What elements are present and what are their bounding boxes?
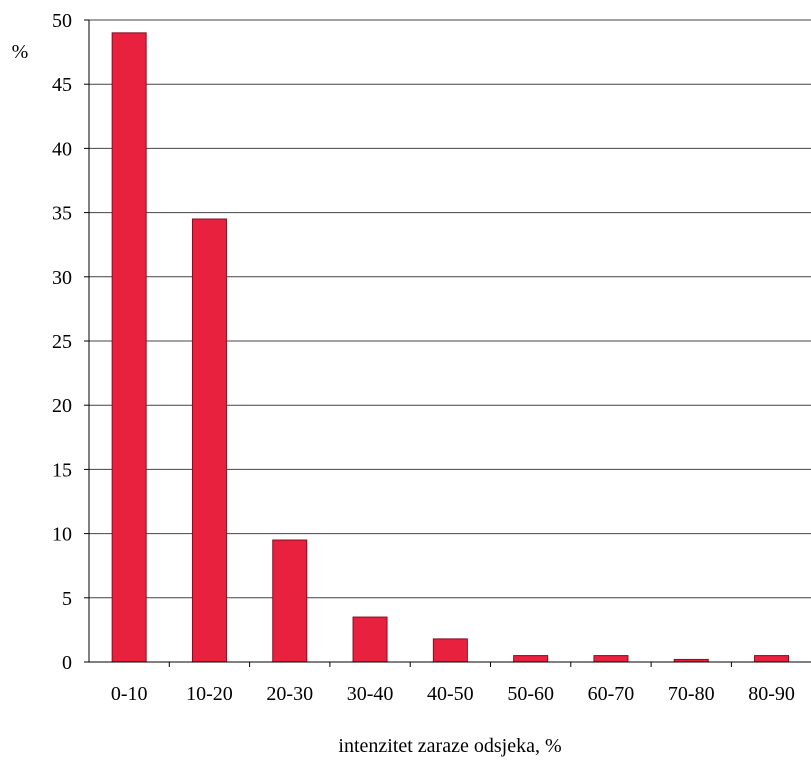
bar-30-40 (352, 616, 388, 663)
x-tick-labels: 0-10 10-20 20-30 30-40 40-50 50-60 60-70 70-80 8… (111, 662, 795, 705)
x-tick-label: 20-30 (266, 683, 313, 705)
x-tick-label: 30-40 (347, 683, 394, 705)
y-tick-labels: 0 5 10 15 20 25 30 35 40 45 50 (52, 10, 89, 674)
y-tick-label: 0 (62, 652, 72, 674)
y-tick-label: 10 (52, 524, 72, 546)
y-tick-label: 35 (52, 203, 72, 225)
y-tick-label: 25 (52, 331, 72, 353)
bars (111, 32, 790, 663)
x-tick-label: 70-80 (668, 683, 715, 705)
x-tick-label: 40-50 (427, 683, 474, 705)
y-tick-label: 50 (52, 10, 72, 32)
y-tick-label: 15 (52, 459, 72, 481)
y-tick-label: 40 (52, 138, 72, 160)
bar-40-50 (432, 638, 468, 663)
bar-0-10 (111, 32, 147, 663)
y-tick-label: 5 (62, 588, 72, 610)
bar-80-90 (754, 655, 790, 663)
x-tick-label: 60-70 (588, 683, 635, 705)
y-tick-label: 30 (52, 267, 72, 289)
x-tick-label: 0-10 (111, 683, 148, 705)
x-axis-title: intenzitet zaraze odsjeka, % (338, 735, 561, 757)
bar-10-20 (191, 218, 227, 663)
bar-20-30 (272, 539, 308, 663)
y-tick-label: 20 (52, 395, 72, 417)
bar-50-60 (513, 655, 549, 663)
y-tick-label: 45 (52, 74, 72, 96)
x-tick-label: 10-20 (186, 683, 233, 705)
y-axis-title: % (12, 41, 29, 63)
x-tick-label: 80-90 (748, 683, 795, 705)
bar-60-70 (593, 655, 629, 663)
x-tick-label: 50-60 (507, 683, 554, 705)
